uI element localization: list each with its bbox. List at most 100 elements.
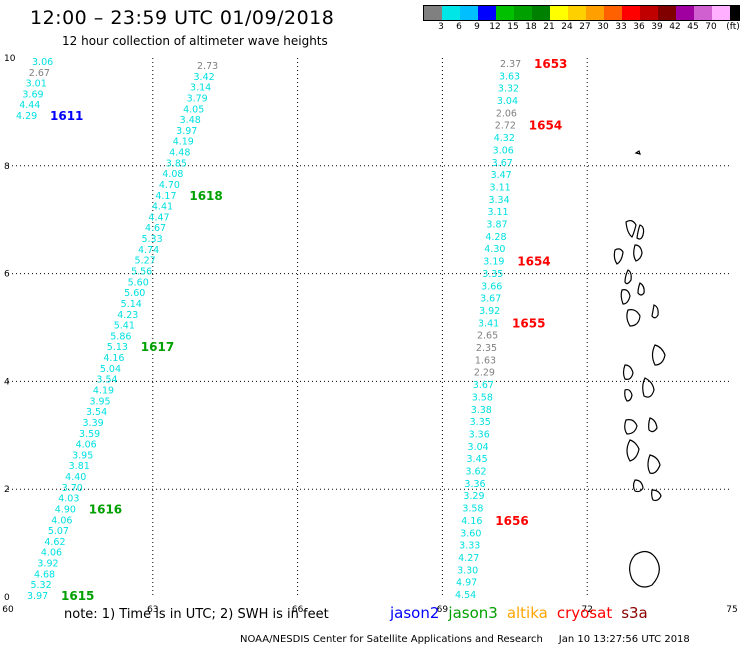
swh-value: 2.37 xyxy=(500,59,521,70)
swh-value: 3.54 xyxy=(86,407,107,418)
swh-value: 5.27 xyxy=(135,256,156,267)
island-outline xyxy=(620,289,631,305)
swh-value: 3.54 xyxy=(96,375,117,386)
swh-value: 3.81 xyxy=(69,461,90,472)
lon-tick-label: 60 xyxy=(2,605,14,615)
island-outline xyxy=(624,419,638,435)
swh-value: 4.67 xyxy=(145,223,166,234)
swh-value: 5.86 xyxy=(110,331,131,342)
swh-value: 4.06 xyxy=(41,548,62,559)
legend-note: note: 1) Time is in UTC; 2) SWH is in fe… xyxy=(64,607,329,622)
pass-time-label: 1618 xyxy=(189,189,222,203)
island-outline xyxy=(632,479,644,493)
island-outline xyxy=(633,244,643,262)
swh-value: 4.32 xyxy=(494,133,515,144)
island-outline xyxy=(636,224,645,240)
pass-time-label: 1654 xyxy=(529,119,562,133)
color-swatch xyxy=(730,6,740,20)
swh-value: 3.32 xyxy=(498,84,519,95)
swh-value: 3.95 xyxy=(89,396,110,407)
swh-value: 3.58 xyxy=(462,504,483,515)
swh-value: 3.34 xyxy=(488,195,509,206)
color-scale-label: 27 xyxy=(579,22,591,32)
swh-value: 4.74 xyxy=(138,245,159,256)
color-swatch xyxy=(586,6,604,20)
lat-lon-grid xyxy=(8,58,732,597)
swh-value: 3.69 xyxy=(22,89,43,100)
island-outline xyxy=(626,439,640,462)
swh-value: 5.13 xyxy=(107,342,128,353)
swh-value: 4.19 xyxy=(173,137,194,148)
color-scale-label: 42 xyxy=(669,22,681,32)
swh-value: 4.54 xyxy=(455,590,476,601)
island-outline xyxy=(613,248,624,265)
color-scale-label: 33 xyxy=(615,22,627,32)
color-swatch xyxy=(496,6,514,20)
swh-value: 5.60 xyxy=(128,277,149,288)
swh-value: 3.41 xyxy=(478,318,499,329)
swh-value: 3.29 xyxy=(463,491,484,502)
swh-value: 3.48 xyxy=(180,115,201,126)
swh-value: 3.95 xyxy=(72,450,93,461)
color-scale-label: 6 xyxy=(456,22,462,32)
legend-jason2: jason2 xyxy=(390,604,440,622)
pass-time-label: 1654 xyxy=(517,255,550,269)
credit-line: NOAA/NESDIS Center for Satellite Applica… xyxy=(240,634,690,645)
swh-value: 3.47 xyxy=(491,170,512,181)
swh-value: 4.16 xyxy=(461,516,482,527)
legend-cryosat: cryosat xyxy=(556,604,613,622)
swh-value: 3.33 xyxy=(459,541,480,552)
color-scale-label: 36 xyxy=(633,22,645,32)
color-swatch xyxy=(424,6,442,20)
swh-value: 4.03 xyxy=(58,494,79,505)
island-outline xyxy=(622,364,634,380)
swh-value: 3.67 xyxy=(480,294,501,305)
color-swatch xyxy=(712,6,730,20)
satellite-legend: jason2 jason3 altika cryosat s3a xyxy=(390,604,648,622)
pass-time-label: 1616 xyxy=(89,502,122,516)
island-outline xyxy=(651,304,659,319)
legend-altika: altika xyxy=(506,604,548,622)
swh-value: 2.35 xyxy=(476,343,497,354)
lat-tick-label: 8 xyxy=(4,162,10,172)
swh-value: 3.59 xyxy=(79,429,100,440)
axis-tick-labels: 60 63 66 69 72 75 0 2 4 6 8 10 xyxy=(2,54,737,615)
color-scale-label: 70 xyxy=(705,22,717,32)
lon-tick-label: 75 xyxy=(726,605,737,615)
swh-value: 3.42 xyxy=(194,72,215,83)
swh-value: 3.35 xyxy=(470,417,491,428)
swh-value: 3.06 xyxy=(493,145,514,156)
pass-time-label: 1617 xyxy=(141,340,174,354)
color-swatch xyxy=(622,6,640,20)
swh-value: 3.58 xyxy=(472,392,493,403)
swh-value: 3.45 xyxy=(467,454,488,465)
island-outline xyxy=(647,454,661,474)
island-outline xyxy=(642,377,655,398)
swh-value: 3.01 xyxy=(26,79,47,90)
color-swatch xyxy=(568,6,586,20)
swh-value: 4.23 xyxy=(117,310,138,321)
swh-value: 3.11 xyxy=(490,182,511,193)
swh-value: 4.06 xyxy=(76,440,97,451)
color-swatch xyxy=(532,6,550,20)
pass-time-label: 1656 xyxy=(495,514,528,528)
maldives-islands xyxy=(613,150,666,588)
swh-value: 4.08 xyxy=(162,169,183,180)
swh-value: 3.35 xyxy=(482,269,503,280)
swh-value: 3.79 xyxy=(187,93,208,104)
pass-time-label: 1611 xyxy=(50,109,83,123)
swh-value: 3.19 xyxy=(483,257,504,268)
color-scale-label: 15 xyxy=(507,22,519,32)
lon-tick-label: 63 xyxy=(147,605,158,615)
legend-jason3: jason3 xyxy=(448,604,498,622)
color-swatch xyxy=(550,6,568,20)
swh-value: 4.40 xyxy=(65,472,86,483)
swh-value: 3.36 xyxy=(469,429,490,440)
lat-tick-label: 2 xyxy=(4,485,10,495)
swh-value: 3.97 xyxy=(27,591,48,602)
swh-value: 4.41 xyxy=(152,202,173,213)
island-outline xyxy=(634,150,641,155)
color-swatch xyxy=(676,6,694,20)
swh-value: 5.41 xyxy=(114,321,135,332)
